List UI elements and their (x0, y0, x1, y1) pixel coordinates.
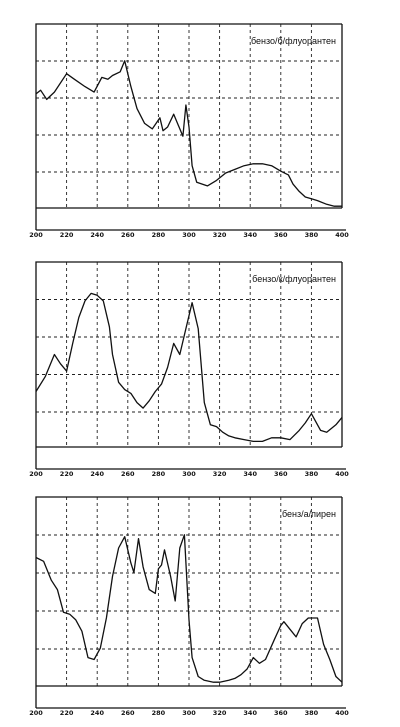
x-tick-label: 300 (182, 470, 196, 478)
x-tick-label: 220 (60, 709, 74, 717)
x-tick-label: 260 (121, 470, 135, 478)
x-tick-label: 200 (29, 470, 43, 478)
x-tick-label: 260 (121, 231, 135, 239)
x-tick-label: 340 (243, 709, 257, 717)
chart-panel-2: 200 220 240 260 280 300 320 340 360 380 400 бензо/к… (29, 261, 349, 478)
x-tick-label: 260 (121, 709, 135, 717)
x-tick-label: 400 (335, 470, 349, 478)
spectrum-curve (35, 292, 343, 443)
x-tick-label: 400 (335, 709, 349, 717)
plot-frame (35, 496, 342, 708)
x-tick-label: 300 (182, 709, 196, 717)
x-tick-label: 360 (274, 231, 288, 239)
x-tick-label: 320 (213, 709, 227, 717)
plot-frame (35, 261, 342, 469)
x-tick-label: 380 (305, 231, 319, 239)
panel-label: бензо/к/флуорантен (252, 274, 336, 284)
plot-frame (35, 23, 342, 230)
x-tick-label: 240 (90, 231, 104, 239)
x-tick-label: 380 (305, 470, 319, 478)
x-tick-label: 320 (213, 231, 227, 239)
x-tick-label: 200 (29, 231, 43, 239)
x-tick-label: 320 (213, 470, 227, 478)
chart-panel-1: 200 220 240 260 280 300 320 340 360 380 400 бензо/б… (29, 23, 349, 239)
x-tick-label: 280 (152, 231, 166, 239)
spectrum-curve (35, 534, 343, 683)
x-tick-label: 280 (152, 470, 166, 478)
chart-panel-3: 200 220 240 260 280 300 320 340 360 380 400 бенз/а/… (29, 496, 349, 717)
spectrum-curve (35, 60, 342, 207)
x-tick-label: 220 (60, 231, 74, 239)
x-tick-label: 240 (90, 709, 104, 717)
x-tick-label: 360 (274, 470, 288, 478)
x-tick-label: 400 (335, 231, 349, 239)
x-tick-label: 220 (60, 470, 74, 478)
x-tick-label: 340 (243, 231, 257, 239)
x-tick-label: 360 (274, 709, 288, 717)
x-tick-label: 340 (243, 470, 257, 478)
x-tick-label: 280 (152, 709, 166, 717)
x-tick-label: 240 (90, 470, 104, 478)
panel-label: бензо/б/флуорантен (251, 36, 336, 46)
x-tick-label: 300 (182, 231, 196, 239)
x-tick-label: 200 (29, 709, 43, 717)
x-tick-label: 380 (305, 709, 319, 717)
panel-label: бенз/а/пирен (282, 509, 336, 519)
